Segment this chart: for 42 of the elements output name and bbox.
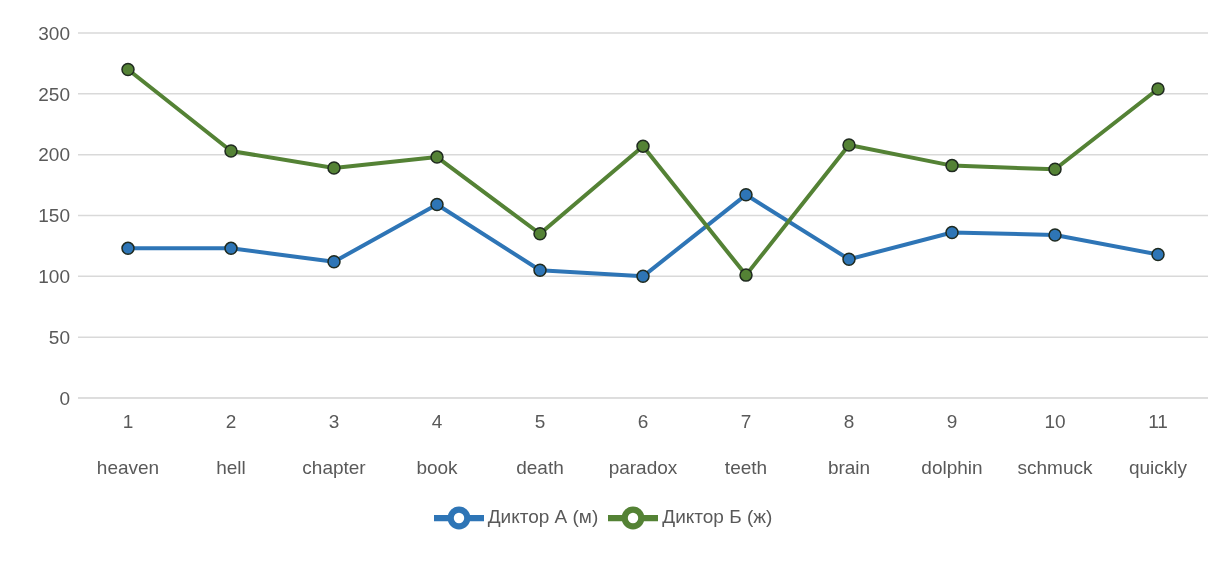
- y-tick-label: 50: [48, 326, 70, 348]
- category-label: 11 quickly: [1128, 411, 1188, 478]
- point: [533, 227, 547, 241]
- category-label: 1 heaven: [96, 411, 160, 478]
- point: [945, 225, 959, 240]
- point: [327, 161, 341, 175]
- point: [842, 252, 856, 267]
- y-tick-label: 300: [38, 22, 70, 44]
- point: [1151, 82, 1165, 96]
- category-label: 9 dolphin: [921, 411, 983, 478]
- y-tick-label: 150: [38, 205, 70, 227]
- y-tick-label: 0: [59, 387, 70, 409]
- category-label: 8 brain: [827, 411, 871, 478]
- point: [121, 241, 135, 256]
- point: [739, 188, 753, 202]
- point: [327, 254, 341, 269]
- y-tick-label: 200: [38, 144, 70, 166]
- point: [121, 62, 135, 77]
- point: [1151, 247, 1165, 262]
- legend-label: Диктор Б (ж): [662, 506, 773, 528]
- category-label: 4 book: [416, 411, 458, 478]
- y-tick-label: 250: [38, 83, 70, 105]
- point: [636, 269, 650, 284]
- point: [533, 263, 547, 277]
- point: [224, 241, 238, 256]
- legend-label: Диктор А (м): [487, 506, 599, 528]
- point: [430, 197, 444, 212]
- category-label: 2 hell: [216, 411, 246, 478]
- category-label: 7 teeth: [724, 411, 768, 478]
- y-tick-label: 100: [38, 266, 70, 288]
- point: [430, 150, 444, 164]
- point: [945, 158, 959, 173]
- point: [224, 144, 238, 158]
- category-label: 3 chapter: [302, 411, 366, 478]
- point: [1048, 228, 1062, 242]
- category-label: 10 schmuck: [1017, 411, 1093, 478]
- category-label: 6 paradox: [608, 411, 678, 478]
- point: [842, 138, 856, 152]
- category-label: 5 death: [516, 411, 564, 478]
- point: [1048, 162, 1062, 177]
- point: [636, 139, 650, 153]
- point: [739, 268, 753, 282]
